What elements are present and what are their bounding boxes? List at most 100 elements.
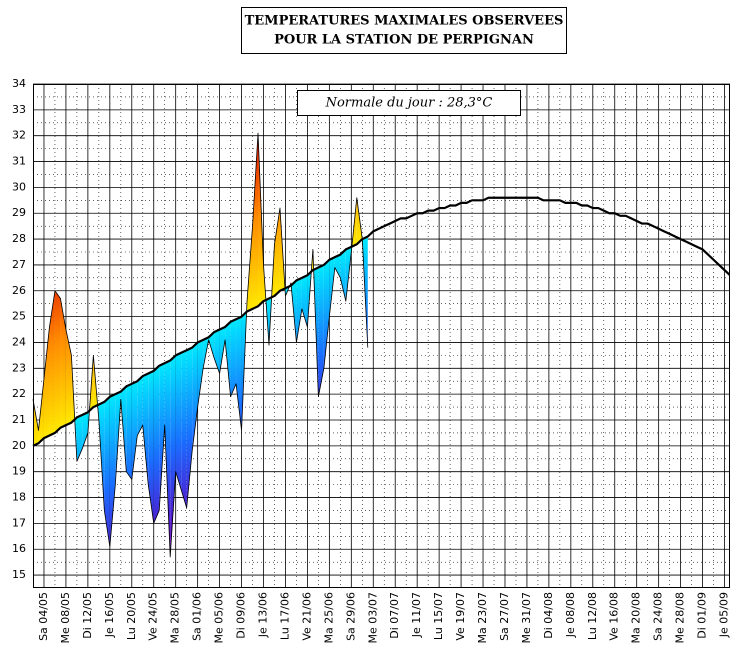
x-tick-label: Je 08/08 [564,592,577,638]
y-tick-label: 32 [12,129,26,142]
x-tick-label: Ma 23/07 [476,592,489,643]
labels: 15 16 17 18 19 20 21 22 23 24 25 26 27 28 29 30 31 32 33 34… [12,77,730,643]
x-tick-label: Me 03/07 [366,592,379,643]
anomaly-fill [225,321,231,397]
x-tick-label: Lu 20/05 [125,592,138,640]
anomaly-fill [334,254,341,278]
anomaly-fill [164,360,171,557]
y-tick-label: 24 [12,335,26,348]
y-tick-label: 18 [12,491,26,504]
grid [33,83,730,588]
anomaly-fill [153,365,160,524]
anomaly-fill [54,290,61,433]
x-tick-label: Sa 29/06 [344,592,357,641]
anomaly-fill [318,264,324,397]
anomaly-fill [192,342,198,452]
plot-frame [33,84,730,588]
x-tick-label: Ma 25/06 [322,592,335,643]
y-tick-label: 34 [12,77,26,90]
chart-title: TEMPERATURES MAXIMALES OBSERVEES [245,14,564,29]
anomaly-fill [49,290,55,436]
y-tick-label: 17 [12,516,26,529]
x-tick-label: Me 08/05 [59,592,72,643]
y-tick-label: 20 [12,439,26,452]
x-tick-label: Ve 16/08 [608,592,621,641]
x-tick-label: Me 31/07 [520,592,533,643]
x-tick-label: Je 16/05 [103,592,116,638]
anomaly-fill [252,133,259,309]
y-tick-label: 21 [12,413,26,426]
anomaly-fill [126,383,132,480]
x-tick-label: Me 05/06 [213,592,226,643]
title-box [241,7,567,54]
anomaly-fill [159,363,165,511]
x-tick-label: Sa 04/05 [37,592,50,641]
x-tick-label: Ve 24/05 [147,592,160,641]
x-tick-label: Lu 15/07 [432,592,445,640]
anomaly-fill [197,339,204,408]
x-tick-label: Di 09/06 [235,592,248,639]
anomaly-fill [208,332,215,358]
x-tick-label: Di 01/09 [696,592,709,639]
anomaly-fill [131,381,138,480]
anomaly-fill [296,277,302,343]
x-tick-label: Sa 27/07 [498,592,511,641]
anomaly-fill [137,376,143,436]
anomaly-fill [274,208,280,296]
x-tick-label: Lu 17/06 [278,592,291,640]
fills [33,133,368,557]
y-tick-label: 16 [12,542,26,555]
anomaly-fill [340,249,346,302]
chart-subtitle: POUR LA STATION DE PERPIGNAN [274,33,534,48]
x-tick-label: Di 12/05 [81,592,94,639]
anomaly-fill [236,316,242,431]
anomaly-fill [175,352,182,490]
anomaly-fill [214,329,220,374]
anomaly-fill [60,298,66,428]
observed-line [32,132,369,558]
x-tick-label: Je 11/07 [410,592,423,638]
y-tick-label: 28 [12,232,26,245]
anomaly-fill [219,326,226,374]
anomaly-fill [82,412,88,449]
y-tick-label: 29 [12,206,26,219]
x-tick-label: Je 05/09 [718,592,730,638]
x-tick-label: Ve 19/07 [454,592,467,641]
y-tick-label: 25 [12,310,26,323]
anomaly-fill [230,319,237,397]
lines [32,132,730,558]
x-tick-label: Di 07/07 [388,592,401,639]
y-tick-label: 27 [12,258,26,271]
y-tick-label: 26 [12,284,26,297]
x-tick-label: Ma 28/05 [169,592,182,643]
anomaly-fill [186,347,193,508]
x-tick-label: Sa 24/08 [652,592,665,641]
anomaly-fill [323,259,330,369]
y-tick-label: 22 [12,387,26,400]
normal-line [32,196,730,447]
anomaly-fill [258,133,264,307]
x-tick-label: Di 04/08 [542,592,555,639]
x-tick-label: Je 13/06 [257,592,270,638]
annotation: Normale du jour : 28,3°C [325,96,493,111]
anomaly-fill [170,355,176,557]
y-tick-label: 30 [12,180,26,193]
anomaly-fill [104,396,110,547]
annotation-box [297,90,521,116]
y-tick-label: 31 [12,155,26,168]
y-tick-label: 33 [12,103,26,116]
y-tick-label: 23 [12,361,26,374]
anomaly-fill [76,414,83,462]
anomaly-fill [301,275,308,327]
anomaly-fill [181,350,187,508]
x-tick-label: Me 28/08 [674,592,687,643]
y-tick-label: 19 [12,465,26,478]
anomaly-fill [142,373,149,485]
anomaly-fill [43,326,50,439]
anomaly-fill [109,394,116,547]
anomaly-fill [33,399,39,446]
anomaly-fill [148,370,154,524]
x-tick-label: Sa 01/06 [191,592,204,641]
x-tick-label: Ma 20/08 [630,592,643,643]
